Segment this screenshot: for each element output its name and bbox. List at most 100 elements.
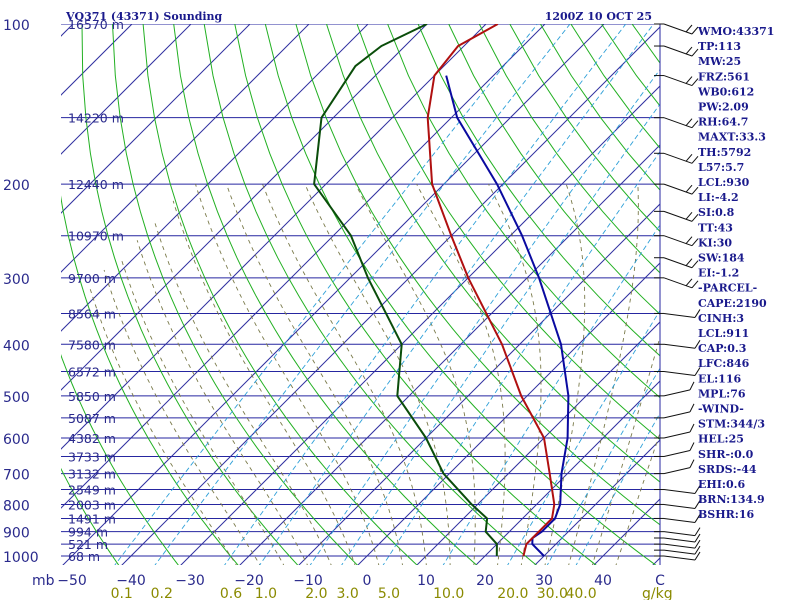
sounding-stat-item: CAP:0.3 xyxy=(698,342,746,355)
height-label: 521 m xyxy=(68,537,108,552)
wind-barb-icon xyxy=(654,551,701,561)
moist-adiabat-line xyxy=(544,183,586,565)
dry-adiabat-line xyxy=(112,24,358,565)
wind-barb-icon xyxy=(654,257,699,269)
pressure-unit-label: mb xyxy=(32,573,55,589)
mixing-ratio-line xyxy=(382,150,660,565)
sounding-stat-item: KI:30 xyxy=(698,236,732,249)
isotherm-line xyxy=(61,24,74,37)
temperature-tick-label: C xyxy=(655,573,665,589)
mixing-ratio-tick-label: 3.0 xyxy=(336,586,358,600)
mixing-ratio-line xyxy=(341,103,660,565)
sounding-stat-item: BRN:134.9 xyxy=(698,493,765,506)
moist-adiabat-line xyxy=(136,240,308,565)
wind-barb-icon xyxy=(654,367,701,377)
parcel-trace-line xyxy=(445,75,570,557)
moist-adiabat-line xyxy=(262,183,427,565)
dry-adiabat-line xyxy=(173,24,478,565)
moist-adiabat-line xyxy=(195,183,380,565)
isotherm-line xyxy=(475,380,660,565)
sounding-stat-item: SHR-:0.0 xyxy=(698,448,754,461)
wind-barb-icon xyxy=(654,309,701,318)
mixing-ratio-line xyxy=(546,367,660,565)
height-label: 2549 m xyxy=(68,483,116,498)
dry-adiabat-line xyxy=(142,24,418,565)
sounding-stat-item: LFC:846 xyxy=(698,357,750,370)
height-label: 12440 m xyxy=(68,177,124,192)
moist-adiabat-line xyxy=(304,183,451,565)
isotherm-line xyxy=(298,203,660,565)
pressure-tick-label: 200 xyxy=(3,178,30,194)
sounding-stat-item: LI:-4.2 xyxy=(698,191,739,204)
pressure-tick-label: 300 xyxy=(3,272,30,288)
height-label: 3132 m xyxy=(68,467,116,482)
mixing-ratio-tick-label: 2.0 xyxy=(305,586,327,600)
pressure-tick-label: 700 xyxy=(3,468,30,484)
isotherm-line xyxy=(61,24,428,391)
mixing-ratio-tick-label: 20.0 xyxy=(497,586,528,600)
height-label: 1491 m xyxy=(68,511,116,526)
sounding-stat-item: RH:64.7 xyxy=(698,116,748,129)
sounding-stat-item: SW:184 xyxy=(698,252,745,265)
height-label: 5850 m xyxy=(68,389,116,404)
wind-barb-icon xyxy=(654,117,699,129)
dry-adiabat-line xyxy=(570,24,660,149)
temperature-tick-label: −50 xyxy=(57,573,87,589)
wind-barb-icon xyxy=(654,514,701,523)
sounding-stat-item: TH:5792 xyxy=(698,146,751,159)
height-label: 8564 m xyxy=(68,306,116,321)
isotherm-line xyxy=(61,24,369,332)
moist-adiabat-line xyxy=(103,269,261,565)
temperature-tick-label: −20 xyxy=(234,573,264,589)
pressure-tick-label: 100 xyxy=(3,18,30,34)
mixing-ratio-unit-label: g/kg xyxy=(642,586,673,600)
wind-barb-icon xyxy=(654,442,695,457)
wind-barb-icon xyxy=(654,210,699,222)
dry-adiabat-line xyxy=(387,24,660,399)
sounding-stat-item: -PARCEL- xyxy=(698,282,757,295)
mixing-ratio-line xyxy=(259,24,654,565)
sounding-stat-item: WMO:43371 xyxy=(697,25,774,38)
height-label: 4382 m xyxy=(68,431,116,446)
sounding-stat-item: MW:25 xyxy=(698,55,741,68)
dry-adiabat-line xyxy=(295,24,660,526)
height-label: 14220 m xyxy=(68,111,124,126)
temperature-tick-label: 20 xyxy=(476,573,494,589)
moist-adiabat-line xyxy=(568,184,639,565)
height-label: 9700 m xyxy=(68,271,116,286)
mixing-ratio-line xyxy=(507,309,660,565)
mixing-ratio-line xyxy=(154,24,571,565)
sounding-stat-item: WB0:612 xyxy=(697,85,754,98)
wind-barb-icon xyxy=(654,403,695,419)
sounding-stat-item: SRDS:-44 xyxy=(698,463,757,476)
wind-barb-icon xyxy=(654,459,695,475)
pressure-tick-label: 1000 xyxy=(3,550,39,566)
sounding-stat-item: BSHR:16 xyxy=(698,508,754,521)
pressure-tick-label: 400 xyxy=(3,338,30,354)
isotherm-line xyxy=(239,144,660,565)
temperature-tick-label: 40 xyxy=(594,573,612,589)
sounding-stat-item: STM:344/3 xyxy=(698,418,765,431)
isotherm-line xyxy=(61,24,192,155)
height-label: 10970 m xyxy=(68,229,124,244)
pressure-tick-label: 800 xyxy=(3,498,30,514)
sounding-stat-item: TP:113 xyxy=(698,40,741,53)
moist-adiabat-line xyxy=(154,221,332,565)
sounding-stat-item: LCL:911 xyxy=(698,327,749,340)
mixing-ratio-tick-label: 0.1 xyxy=(111,586,133,600)
isotherm-line xyxy=(62,24,605,565)
dry-adiabat-line xyxy=(417,24,660,357)
isotherm-line xyxy=(0,24,14,567)
mixing-ratio-line xyxy=(309,68,660,565)
pressure-tick-label: 600 xyxy=(3,432,30,448)
dry-adiabat-line xyxy=(61,195,239,565)
pressure-tick-label: 900 xyxy=(3,526,30,542)
isotherm-line xyxy=(61,24,546,509)
dry-adiabat-line xyxy=(356,24,660,441)
moist-adiabat-line xyxy=(488,183,542,565)
wind-barb-icon xyxy=(654,533,701,543)
mixing-ratio-tick-label: 5.0 xyxy=(378,586,400,600)
temperature-tick-label: 30 xyxy=(535,573,553,589)
dry-adiabat-line xyxy=(203,24,537,565)
